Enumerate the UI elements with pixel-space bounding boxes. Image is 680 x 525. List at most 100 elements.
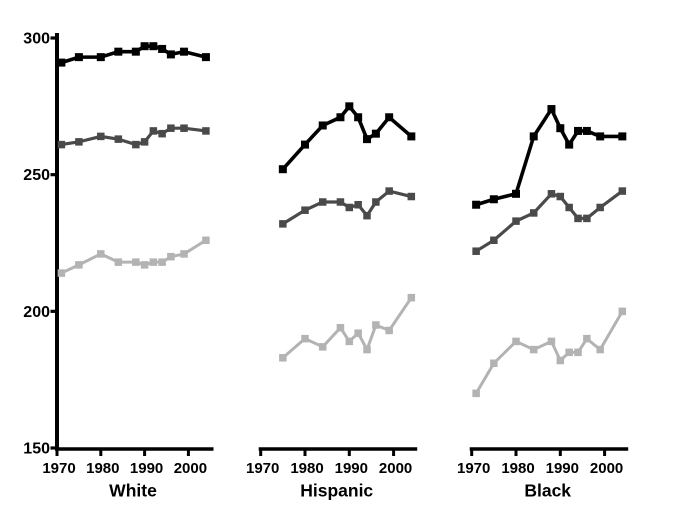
y-tick-label: 250 <box>23 167 50 184</box>
black-middle-dark-gray-line-marker <box>529 209 538 217</box>
white-top-black-line-marker <box>57 58 66 67</box>
hispanic-middle-dark-gray-line-marker <box>407 192 416 201</box>
black-middle-dark-gray-line-marker <box>472 247 480 255</box>
x-tick-label-black: 2000 <box>590 460 623 477</box>
hispanic-bottom-light-gray-line-marker <box>345 337 354 346</box>
black-top-black-line-marker <box>565 140 574 149</box>
x-tick-label-hispanic: 1990 <box>335 460 368 477</box>
white-middle-dark-gray-line-marker <box>149 127 158 135</box>
white-bottom-light-gray-line-marker <box>97 250 105 258</box>
x-tick-label-white: 2000 <box>174 460 207 477</box>
x-tick-label-black: 1970 <box>457 460 490 477</box>
white-middle-dark-gray-line-marker <box>158 129 166 138</box>
white-top-black-line-marker <box>74 53 83 62</box>
hispanic-middle-dark-gray-line-marker <box>336 198 345 206</box>
black-bottom-light-gray-line-marker <box>583 334 591 343</box>
panel-label-white: White <box>109 481 157 501</box>
black-middle-dark-gray-line-marker <box>618 187 627 195</box>
black-bottom-light-gray-line-marker <box>596 345 604 354</box>
x-tick-label-hispanic: 2000 <box>379 460 412 477</box>
white-top-black-line-marker <box>180 47 189 56</box>
black-top-black-line-marker <box>556 124 565 133</box>
panel-label-black: Black <box>524 481 571 501</box>
x-tick-label-hispanic: 1970 <box>246 460 279 477</box>
white-middle-dark-gray-line-marker <box>180 124 188 132</box>
hispanic-bottom-light-gray-line-marker <box>385 326 393 335</box>
black-middle-dark-gray-line-marker <box>583 214 591 223</box>
hispanic-middle-dark-gray-line-marker <box>363 211 371 220</box>
white-middle-dark-gray-line-marker <box>140 138 149 146</box>
hispanic-middle-dark-gray-line-marker <box>385 187 393 195</box>
black-bottom-light-gray-line-marker <box>547 337 556 346</box>
white-top-black-line-marker <box>201 53 210 62</box>
black-bottom-light-gray-line-marker <box>618 307 627 316</box>
white-middle-dark-gray-line-marker <box>132 140 140 149</box>
black-top-black-line-marker <box>472 200 481 209</box>
white-middle-dark-gray-line-marker <box>75 138 83 146</box>
hispanic-top-black-line <box>281 103 413 171</box>
black-bottom-light-gray-line-marker <box>574 348 582 357</box>
hispanic-middle-dark-gray-line-marker <box>318 198 327 206</box>
white-top-black-line-marker <box>140 42 149 51</box>
hispanic-top-black-line-marker <box>278 165 287 174</box>
y-tick-label: 150 <box>23 441 50 458</box>
hispanic-middle-dark-gray-line-marker <box>345 203 354 212</box>
black-middle-dark-gray-line-marker <box>547 190 556 198</box>
hispanic-middle-dark-gray-line-marker <box>354 200 362 209</box>
black-top-black-line-marker <box>547 105 556 114</box>
black-top-black-line-marker <box>529 132 538 141</box>
black-middle-dark-gray-line-marker <box>574 214 582 223</box>
black-top-black-line-marker <box>596 132 605 141</box>
hispanic-bottom-light-gray-line-marker <box>407 293 416 302</box>
black-middle-dark-gray-line-marker <box>556 192 565 201</box>
black-top-black-line-marker <box>512 189 520 198</box>
hispanic-bottom-light-gray-line-marker <box>354 329 362 337</box>
hispanic-top-black-line-marker <box>336 113 345 122</box>
hispanic-bottom-light-gray-line-marker <box>372 321 380 329</box>
black-bottom-light-gray-line-marker <box>512 337 520 346</box>
white-bottom-light-gray-line-marker <box>180 250 188 258</box>
black-middle-dark-gray-line-marker <box>512 217 520 225</box>
hispanic-middle-dark-gray-line-marker <box>301 206 309 214</box>
hispanic-top-black-line-marker <box>385 113 394 122</box>
hispanic-top-black-line-marker <box>301 140 309 149</box>
x-tick-label-white: 1980 <box>86 460 119 477</box>
hispanic-top-black-line-marker <box>363 135 372 144</box>
black-middle-dark-gray-line <box>475 189 624 253</box>
panel-label-hispanic: Hispanic <box>300 481 373 501</box>
black-top-black-line-marker <box>582 126 591 135</box>
black-bottom-light-gray-line-marker <box>490 359 498 368</box>
black-bottom-light-gray-line-marker <box>556 356 565 365</box>
white-bottom-light-gray-line-marker <box>114 258 123 266</box>
hispanic-middle-dark-gray-line <box>282 189 412 226</box>
hispanic-bottom-light-gray-line-marker <box>318 343 327 351</box>
white-middle-dark-gray-line-marker <box>167 124 175 132</box>
x-tick-label-white: 1970 <box>42 460 75 477</box>
black-bottom-light-gray-line-marker <box>472 389 480 398</box>
x-tick-label-black: 1980 <box>501 460 534 477</box>
hispanic-bottom-light-gray-line-marker <box>279 354 287 362</box>
white-bottom-light-gray-line-marker <box>57 269 66 277</box>
white-top-black-line-marker <box>158 44 167 53</box>
y-tick-label: 300 <box>23 31 50 48</box>
white-top-black-line-marker <box>166 50 175 59</box>
hispanic-bottom-light-gray-line-marker <box>363 345 371 354</box>
x-tick-label-white: 1990 <box>130 460 163 477</box>
black-middle-dark-gray-line-marker <box>490 236 498 245</box>
white-bottom-light-gray-line-marker <box>132 258 140 266</box>
y-tick-label: 200 <box>23 304 50 321</box>
hispanic-bottom-light-gray-line-marker <box>301 334 309 343</box>
black-middle-dark-gray-line-marker <box>565 203 573 212</box>
white-bottom-light-gray-line-marker <box>140 261 149 269</box>
black-top-black-line-marker <box>618 132 627 141</box>
black-top-black-line-marker <box>489 195 498 204</box>
hispanic-middle-dark-gray-line-marker <box>372 198 380 206</box>
white-middle-dark-gray-line-marker <box>97 132 105 141</box>
hispanic-bottom-light-gray-line-marker <box>336 323 345 332</box>
white-top-black-line-marker <box>149 42 158 51</box>
hispanic-middle-dark-gray-line-marker <box>279 220 287 228</box>
white-middle-dark-gray-line-marker <box>57 140 66 149</box>
white-middle-dark-gray-line-marker <box>202 127 210 135</box>
hispanic-top-black-line-marker <box>318 121 327 130</box>
